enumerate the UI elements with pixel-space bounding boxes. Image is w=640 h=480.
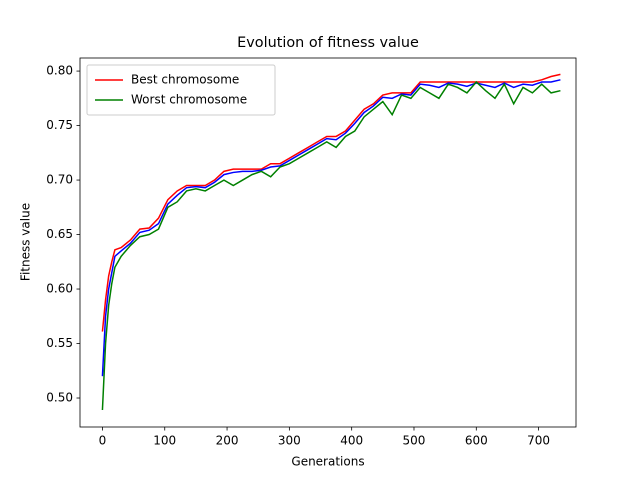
legend-label: Best chromosome [131,73,239,87]
x-tick-label: 600 [465,434,488,448]
y-tick-label: 0.70 [46,173,73,187]
y-tick-label: 0.60 [46,282,73,296]
x-tick-label: 100 [153,434,176,448]
x-tick-label: 300 [278,434,301,448]
y-tick-label: 0.50 [46,391,73,405]
x-tick-label: 500 [403,434,426,448]
x-tick-label: 700 [527,434,550,448]
plot-frame [79,57,577,428]
y-axis-label: Fitness value [19,203,33,281]
legend-box [86,64,276,116]
chart-title: Evolution of fitness value [237,35,419,51]
x-tick-label: 200 [216,434,239,448]
series-line [101,80,561,411]
y-tick-label: 0.75 [46,118,73,132]
x-tick-label: 0 [99,434,107,448]
series-line [101,79,561,377]
y-tick-label: 0.55 [46,336,73,350]
y-tick-label: 0.80 [46,64,73,78]
x-axis-label: Generations [291,455,364,469]
y-tick-label: 0.65 [46,227,73,241]
legend-label: Worst chromosome [131,93,247,107]
x-tick-label: 400 [340,434,363,448]
series-line [101,73,561,332]
